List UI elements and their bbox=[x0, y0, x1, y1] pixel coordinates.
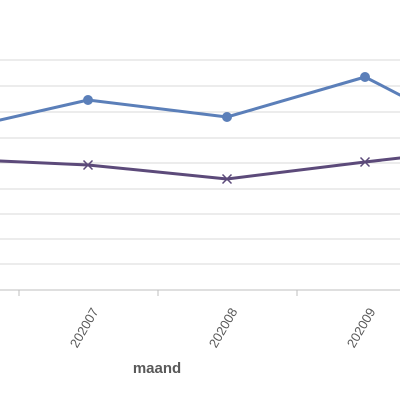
data-point-circle bbox=[83, 95, 93, 105]
data-point-circle bbox=[222, 112, 232, 122]
marker-stroke bbox=[82, 159, 94, 171]
series-line bbox=[0, 156, 400, 181]
x-tick-label: 202007 bbox=[67, 305, 102, 350]
data-point-circle bbox=[360, 72, 370, 82]
x-tick-label: 202008 bbox=[206, 305, 241, 350]
gridlines bbox=[0, 59, 400, 265]
series-lines bbox=[0, 72, 400, 185]
data-point-x-marker bbox=[221, 173, 233, 185]
data-point-x-marker bbox=[359, 156, 371, 168]
x-tick-label: 202009 bbox=[344, 305, 379, 350]
x-tick-labels: 202007 202008 202009 bbox=[67, 305, 379, 350]
marker-stroke bbox=[359, 156, 371, 168]
marker-stroke bbox=[221, 173, 233, 185]
x-axis bbox=[0, 289, 400, 296]
series-line bbox=[0, 75, 400, 122]
data-point-x-marker bbox=[82, 159, 94, 171]
x-axis-title: maand bbox=[133, 360, 181, 377]
